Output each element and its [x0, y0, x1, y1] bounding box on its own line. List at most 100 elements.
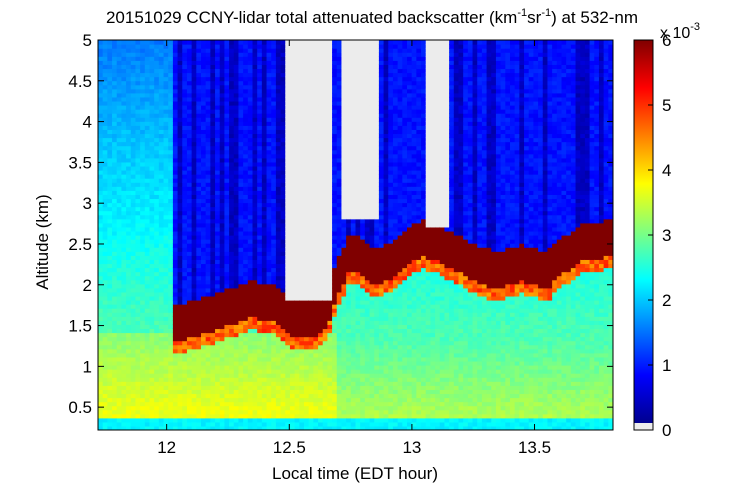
heatmap-cell — [275, 308, 282, 313]
heatmap-cell — [191, 259, 197, 265]
heatmap-cell — [233, 96, 240, 102]
heatmap-cell — [102, 218, 108, 224]
heatmap-cell — [322, 324, 329, 330]
heatmap-cell — [327, 397, 333, 403]
heatmap-cell — [210, 133, 216, 139]
heatmap-cell — [322, 178, 329, 183]
heatmap-cell — [219, 409, 226, 415]
heatmap-cell — [280, 161, 286, 167]
heatmap-cell — [294, 218, 300, 224]
heatmap-cell — [299, 316, 305, 321]
heatmap-cell — [158, 218, 165, 224]
heatmap-cell — [233, 198, 240, 204]
heatmap-cell — [308, 381, 314, 386]
heatmap-cell — [116, 308, 123, 313]
heatmap-cell — [280, 332, 286, 338]
heatmap-cell — [177, 76, 183, 82]
heatmap-cell — [154, 100, 160, 106]
heatmap-cell — [140, 153, 146, 159]
heatmap-cell — [168, 182, 174, 187]
heatmap-cell — [172, 182, 179, 187]
heatmap-cell — [299, 174, 305, 179]
heatmap-cell — [130, 304, 137, 309]
heatmap-cell — [112, 348, 118, 354]
heatmap-cell — [304, 141, 310, 147]
heatmap-cell — [275, 421, 282, 427]
heatmap-cell — [154, 226, 160, 232]
heatmap-cell — [121, 287, 127, 293]
heatmap-cell — [196, 80, 202, 86]
heatmap-cell — [201, 365, 207, 370]
heatmap-cell — [116, 206, 123, 212]
heatmap-cell — [154, 76, 160, 82]
heatmap-cell — [163, 48, 169, 53]
heatmap-cell — [168, 64, 174, 70]
heatmap-cell — [177, 320, 183, 325]
heatmap-cell — [126, 149, 132, 155]
heatmap-cell — [327, 385, 333, 390]
heatmap-cell — [285, 145, 291, 151]
heatmap-cell — [252, 405, 258, 411]
heatmap-cell — [98, 316, 104, 321]
heatmap-cell — [266, 68, 272, 74]
heatmap-cell — [243, 271, 249, 277]
heatmap-cell — [177, 44, 183, 49]
heatmap-cell — [102, 133, 108, 139]
heatmap-cell — [177, 316, 183, 321]
heatmap-cell — [121, 194, 127, 200]
heatmap-cell — [257, 291, 263, 297]
heatmap-cell — [102, 401, 108, 407]
heatmap-cell — [318, 64, 324, 70]
heatmap-cell — [322, 153, 329, 159]
heatmap-cell — [121, 105, 127, 110]
heatmap-cell — [261, 153, 268, 159]
heatmap-cell — [332, 332, 338, 338]
heatmap-cell — [135, 121, 141, 126]
heatmap-cell — [233, 413, 240, 419]
heatmap-cell — [121, 141, 127, 147]
heatmap-cell — [219, 340, 226, 346]
heatmap-cell — [210, 226, 216, 232]
heatmap-cell — [294, 133, 300, 139]
heatmap-cell — [154, 267, 160, 273]
heatmap-cell — [191, 56, 197, 61]
heatmap-cell — [261, 320, 268, 325]
heatmap-cell — [126, 121, 132, 126]
heatmap-cell — [144, 263, 151, 269]
heatmap-cell — [285, 121, 291, 126]
heatmap-cell — [168, 161, 174, 167]
heatmap-cell — [116, 222, 123, 228]
heatmap-cell — [261, 336, 268, 342]
heatmap-cell — [130, 210, 137, 216]
heatmap-cell — [247, 40, 254, 45]
heatmap-cell — [280, 56, 286, 61]
heatmap-cell — [158, 328, 165, 334]
heatmap-cell — [144, 365, 151, 370]
heatmap-cell — [201, 356, 207, 362]
heatmap-cell — [219, 405, 226, 411]
heatmap-cell — [332, 165, 338, 171]
heatmap-cell — [308, 60, 314, 65]
heatmap-cell — [224, 324, 230, 330]
heatmap-cell — [163, 251, 169, 256]
heatmap-cell — [322, 304, 329, 309]
heatmap-cell — [102, 393, 108, 399]
heatmap-cell — [168, 117, 174, 122]
heatmap-cell — [332, 56, 338, 61]
heatmap-cell — [182, 145, 188, 151]
heatmap-cell — [102, 381, 108, 386]
heatmap-cell — [299, 226, 305, 232]
heatmap-cell — [257, 174, 263, 179]
heatmap-cell — [322, 425, 329, 430]
heatmap-cell — [201, 413, 207, 419]
heatmap-cell — [121, 178, 127, 183]
heatmap-cell — [304, 320, 310, 325]
heatmap-cell — [182, 409, 188, 415]
heatmap-cell — [112, 198, 118, 204]
heatmap-cell — [182, 153, 188, 159]
heatmap-cell — [257, 145, 263, 151]
heatmap-cell — [322, 125, 329, 130]
heatmap-cell — [205, 283, 211, 289]
heatmap-cell — [257, 385, 263, 390]
heatmap-cell — [308, 202, 314, 208]
